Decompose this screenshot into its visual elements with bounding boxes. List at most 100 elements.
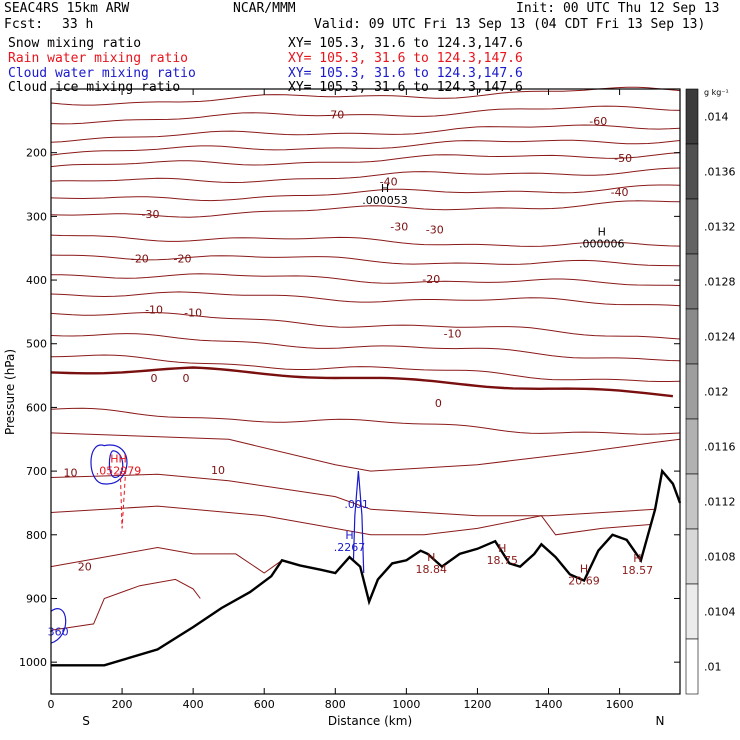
model-title: SEAC4RS 15km ARW <box>4 1 130 16</box>
y-tick-label: 500 <box>26 338 47 351</box>
contour-labels: -70 -60 -50 -40 -40 -30 -30 -30 -20 -20 -20 -10 -10 -… <box>48 108 653 638</box>
cloud-water-cell <box>90 444 128 485</box>
colorbar-tick-label: .0128 <box>704 276 736 289</box>
isotherm-label: 10 <box>211 464 225 477</box>
isotherm-contour <box>50 354 681 382</box>
x-tick-label: 0 <box>48 698 55 711</box>
colorbar-unit: g kg⁻¹ <box>704 88 729 97</box>
terrain-contour <box>51 468 682 667</box>
y-tick-label: 1000 <box>19 656 47 669</box>
x-tick-label: 600 <box>254 698 275 711</box>
isotherm-contour <box>50 124 681 143</box>
isotherm-label: -30 <box>390 221 408 234</box>
isotherm-contour <box>50 139 681 156</box>
extremum-symbol: H <box>580 562 588 575</box>
colorbar-tick-label: .01 <box>704 661 722 674</box>
x-tick-label: 1400 <box>535 698 563 711</box>
extremum-value: 18.75 <box>487 554 519 567</box>
extremum-value: 18.57 <box>622 564 654 577</box>
field-xy-rain: XY= 105.3, 31.6 to 124.3,147.6 <box>288 51 523 66</box>
isotherm-label: 0 <box>183 372 190 385</box>
x-tick-label: 200 <box>112 698 133 711</box>
isotherm-contour <box>50 152 681 168</box>
south-label: S <box>82 714 90 728</box>
field-name-rain: Rain water mixing ratio <box>8 51 189 66</box>
field-name-snow: Snow mixing ratio <box>8 36 142 51</box>
y-axis-label: Pressure (hPa) <box>3 349 17 435</box>
isotherm-label: -10 <box>184 307 202 320</box>
y-tick-label: 400 <box>26 274 47 287</box>
isotherm-contour <box>50 167 681 184</box>
isotherm-label: 20 <box>78 561 92 574</box>
colorbar-swatch <box>685 638 699 695</box>
colorbar-swatch <box>685 253 699 310</box>
cloud-contour-label: .001 <box>344 498 369 511</box>
axes: 0 200 400 600 800 1000 1200 1400 160020030040050… <box>19 89 680 711</box>
isotherm-label: -70 <box>326 108 344 121</box>
colorbar-tick-label: .012 <box>704 386 729 399</box>
extremum-value: .052979 <box>96 465 142 478</box>
terrain-line <box>51 468 682 694</box>
cloud-water-edge <box>50 608 67 644</box>
extremum-value: .000053 <box>362 194 408 207</box>
x-tick-label: 400 <box>183 698 204 711</box>
extremum-symbol: H <box>381 182 389 195</box>
colorbar-tick-label: .0136 <box>704 166 736 179</box>
cloud-water-contours <box>50 444 365 644</box>
isotherm-contour <box>50 473 680 517</box>
isotherm-contour <box>50 407 681 435</box>
colorbar-tick-label: .0124 <box>704 331 736 344</box>
y-tick-label: 600 <box>26 401 47 414</box>
cloud-contour-label: 360 <box>48 626 69 639</box>
terrain-fill <box>51 471 680 694</box>
fcst-label: Fcst: <box>4 17 44 32</box>
y-tick-label: 900 <box>26 592 47 605</box>
extremum-symbol: H <box>345 529 353 542</box>
organization: NCAR/MMM <box>233 1 296 16</box>
isotherm-label: -40 <box>380 175 398 188</box>
colorbar-swatch <box>685 143 699 200</box>
freezing-level-contour <box>50 366 674 398</box>
x-axis-label: Distance (km) <box>328 714 412 728</box>
isotherm-label: -10 <box>145 303 163 316</box>
isotherm-contour <box>50 432 681 472</box>
cloud-water-cell-inner <box>108 450 124 479</box>
y-tick-label: 700 <box>26 465 47 478</box>
cloud-water-column <box>352 471 365 574</box>
colorbar-swatch <box>685 198 699 255</box>
colorbar-swatch <box>685 308 699 365</box>
init-time: Init: 00 UTC Thu 12 Sep 13 <box>516 1 720 16</box>
extremum-symbol: H <box>498 542 506 555</box>
isotherm-label: -40 <box>611 186 629 199</box>
x-tick-label: 1000 <box>392 698 420 711</box>
colorbar-tick-label: .0132 <box>704 221 736 234</box>
isotherm-contour <box>50 86 681 106</box>
extremum-value: 18.84 <box>415 563 447 576</box>
extremum-symbol: H <box>633 552 641 565</box>
field-name-cloud-ice: Cloud ice mixing ratio <box>8 80 181 95</box>
y-tick-label: 200 <box>26 147 47 160</box>
field-xy-snow: XY= 105.3, 31.6 to 124.3,147.6 <box>288 36 523 51</box>
isotherm-label: -20 <box>422 273 440 286</box>
y-tick-label: 800 <box>26 529 47 542</box>
isotherm-contour <box>50 234 681 247</box>
extremum-symbol: HH <box>110 453 127 466</box>
isotherm-contour <box>50 200 681 218</box>
isotherm-label: -20 <box>131 252 149 265</box>
colorbar-swatch <box>685 473 699 530</box>
isotherm-contour-20 <box>50 546 283 574</box>
isotherm-label: -50 <box>614 152 632 165</box>
isotherm-label: -10 <box>444 328 462 341</box>
rain-contours <box>119 471 127 529</box>
isotherm-contour <box>50 105 681 125</box>
x-tick-label: 1200 <box>463 698 491 711</box>
isotherm-label: -30 <box>142 208 160 221</box>
colorbar-swatch <box>685 88 699 145</box>
colorbar-tick-label: .0108 <box>704 551 736 564</box>
y-tick-label: 300 <box>26 210 47 223</box>
isotherm-label: -30 <box>426 224 444 237</box>
colorbar-swatch <box>685 528 699 585</box>
field-xy-cloud-water: XY= 105.3, 31.6 to 124.3,147.6 <box>288 66 523 81</box>
isotherm-lines <box>50 86 681 631</box>
isotherm-contour <box>50 254 681 267</box>
